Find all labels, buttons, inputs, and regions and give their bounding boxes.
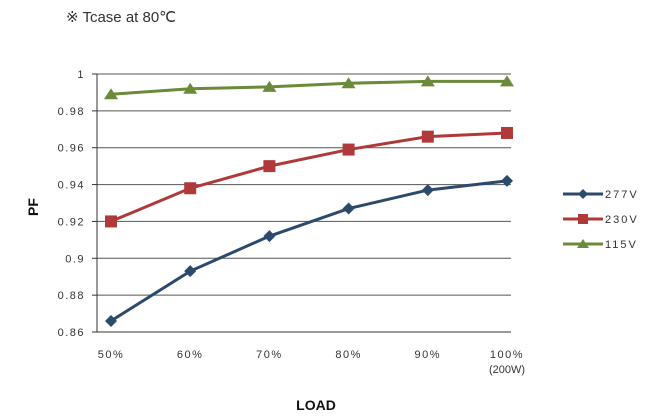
y-tick-labels: 0.86 0.88 0.9 0.92 0.94 0.96 0.98 1 bbox=[58, 69, 85, 339]
x-tick-label: 90% bbox=[415, 349, 442, 361]
x-tick-label: 80% bbox=[335, 349, 362, 361]
series-230v bbox=[105, 126, 513, 228]
data-point bbox=[184, 182, 197, 195]
data-point bbox=[421, 184, 434, 197]
data-point bbox=[183, 82, 198, 94]
legend: 277V 230V 115V bbox=[563, 189, 639, 251]
data-point bbox=[263, 160, 276, 173]
y-tick-label: 0.98 bbox=[58, 106, 85, 118]
series-lines bbox=[104, 75, 514, 327]
legend-item: 277V bbox=[563, 189, 639, 201]
x-tick-label: 60% bbox=[177, 349, 204, 361]
data-point bbox=[501, 174, 513, 187]
y-tick-label: 0.96 bbox=[58, 143, 85, 155]
data-point bbox=[342, 202, 355, 215]
y-axis-title: PF bbox=[25, 198, 41, 216]
data-point bbox=[104, 88, 118, 100]
legend-label: 115V bbox=[605, 239, 638, 251]
series-line bbox=[110, 79, 507, 96]
legend-label: 277V bbox=[605, 189, 639, 201]
data-point bbox=[342, 143, 355, 156]
grid-lines bbox=[92, 73, 511, 333]
x-tick-sublabel: (200W) bbox=[489, 364, 525, 376]
x-tick-label: 100% bbox=[490, 349, 524, 361]
data-point bbox=[262, 80, 277, 92]
data-point bbox=[501, 126, 513, 139]
legend-item: 230V bbox=[563, 214, 639, 226]
data-point bbox=[577, 239, 589, 248]
y-tick-label: 0.94 bbox=[58, 180, 85, 192]
data-point bbox=[105, 215, 117, 228]
data-point bbox=[420, 75, 435, 87]
y-tick-label: 0.92 bbox=[58, 216, 85, 228]
legend-label: 230V bbox=[605, 214, 639, 226]
data-point bbox=[184, 265, 197, 278]
data-point bbox=[421, 130, 434, 143]
data-point bbox=[263, 230, 276, 243]
y-tick-label: 0.9 bbox=[65, 253, 85, 265]
y-tick-label: 1 bbox=[77, 69, 85, 81]
x-tick-label: 70% bbox=[256, 349, 283, 361]
data-point bbox=[105, 314, 117, 327]
legend-item: 115V bbox=[563, 239, 638, 251]
data-point bbox=[578, 214, 588, 224]
series-277v bbox=[105, 174, 513, 327]
data-point bbox=[578, 189, 588, 199]
y-tick-label: 0.86 bbox=[58, 327, 85, 339]
series-115v bbox=[104, 75, 514, 100]
x-tick-labels: 50% 60% 70% 80% 90% 100% (200W) bbox=[98, 349, 525, 376]
y-tick-label: 0.88 bbox=[58, 290, 85, 302]
data-point bbox=[341, 77, 356, 89]
chart-note: ※ Tcase at 80℃ bbox=[66, 9, 177, 26]
series-line bbox=[110, 131, 508, 223]
x-axis-title: LOAD bbox=[296, 397, 336, 413]
series-line bbox=[110, 179, 508, 323]
x-tick-label: 50% bbox=[98, 349, 125, 361]
data-point bbox=[500, 75, 514, 87]
